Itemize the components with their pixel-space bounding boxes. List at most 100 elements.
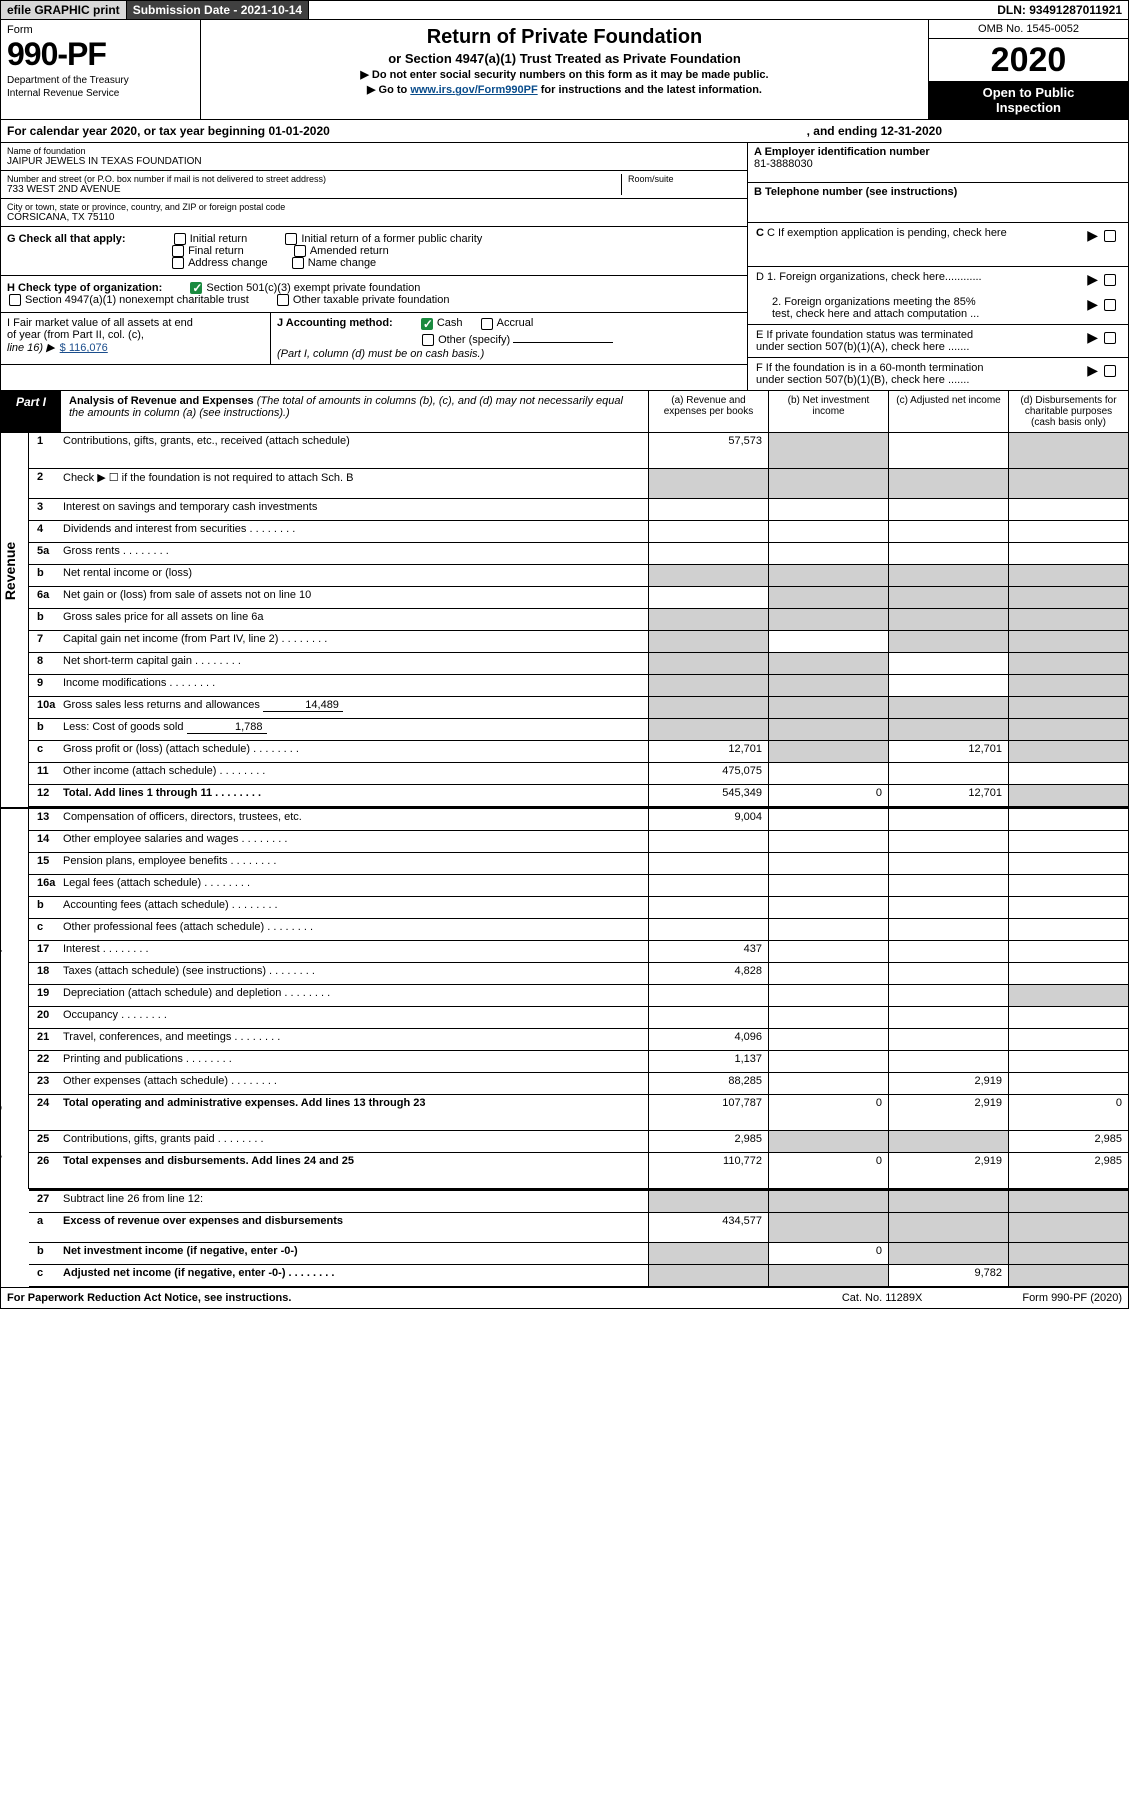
col-a-value: 107,787 [648,1095,768,1130]
col-d-value [1008,1243,1128,1264]
cash-checkbox[interactable] [421,318,433,330]
line-22: 22Printing and publications . . . . . . … [29,1051,1128,1073]
d2-text: 2. Foreign organizations meeting the 85%… [756,296,1087,320]
line-14: 14Other employee salaries and wages . . … [29,831,1128,853]
ein-label: A Employer identification number [754,146,1122,158]
col-b-value [768,1007,888,1028]
col-d-value [1008,587,1128,608]
other-specify-checkbox[interactable] [422,334,434,346]
col-a-value: 475,075 [648,763,768,784]
line-desc: Accounting fees (attach schedule) . . . … [59,897,648,918]
line-number: 13 [29,809,59,830]
col-a-value [648,697,768,718]
room-suite-label: Room/suite [628,174,741,184]
f-checkbox[interactable] [1104,365,1116,377]
col-b-value: 0 [768,1243,888,1264]
col-b-value [768,963,888,984]
col-b-value [768,543,888,564]
d2b: test, check here and attach computation … [772,308,1087,320]
col-d-value [1008,1029,1128,1050]
col-a-value [648,469,768,498]
col-d-value [1008,697,1128,718]
line-a: aExcess of revenue over expenses and dis… [29,1213,1128,1243]
line-desc: Net gain or (loss) from sale of assets n… [59,587,648,608]
col-b-value: 0 [768,1095,888,1130]
col-c-value [888,521,1008,542]
col-c-value: 2,919 [888,1095,1008,1130]
col-c-value [888,469,1008,498]
col-c-value: 2,919 [888,1073,1008,1094]
e-checkbox[interactable] [1104,332,1116,344]
col-c-value [888,897,1008,918]
dept-irs: Internal Revenue Service [7,88,194,99]
other-taxable-checkbox[interactable] [277,294,289,306]
c-exempt-checkbox[interactable] [1104,230,1116,242]
col-d-value [1008,1073,1128,1094]
arrow-icon: ▶ [1087,362,1098,379]
col-c-value [888,499,1008,520]
form990pf-link[interactable]: www.irs.gov/Form990PF [410,84,537,96]
line-3: 3Interest on savings and temporary cash … [29,499,1128,521]
amended-return-checkbox[interactable] [294,245,306,257]
line-26: 26Total expenses and disbursements. Add … [29,1153,1128,1189]
line-number: 23 [29,1073,59,1094]
initial-return-checkbox[interactable] [174,233,186,245]
col-a-value: 437 [648,941,768,962]
line-desc: Net rental income or (loss) [59,565,648,586]
col-d-value: 2,985 [1008,1131,1128,1152]
line-desc: Adjusted net income (if negative, enter … [59,1265,648,1286]
col-c-value: 2,919 [888,1153,1008,1188]
final-return-checkbox[interactable] [172,245,184,257]
line-desc: Less: Cost of goods sold 1,788 [59,719,648,740]
line-desc: Depreciation (attach schedule) and deple… [59,985,648,1006]
line-number: 10a [29,697,59,718]
d1-checkbox[interactable] [1104,274,1116,286]
i-label-3: line 16) ▶ $ 116,076 [7,341,264,354]
dept-treasury: Department of the Treasury [7,75,194,86]
efile-print[interactable]: efile GRAPHIC print [1,1,127,19]
col-c-value [888,985,1008,1006]
col-d-value [1008,675,1128,696]
col-b-value [768,1073,888,1094]
line-b: bNet investment income (if negative, ent… [29,1243,1128,1265]
line-number: b [29,897,59,918]
col-a-value [648,1243,768,1264]
line-8: 8Net short-term capital gain . . . . . .… [29,653,1128,675]
col-d-value [1008,499,1128,520]
d2a: 2. Foreign organizations meeting the 85% [772,296,1087,308]
expenses-vtext: Operating and Administrative Expenses [0,905,1,1170]
arrow-icon: ▶ [1087,227,1098,244]
4947a1-checkbox[interactable] [9,294,21,306]
col-c-value [888,1131,1008,1152]
line-7: 7Capital gain net income (from Part IV, … [29,631,1128,653]
col-c-value [888,609,1008,630]
address-change-checkbox[interactable] [172,257,184,269]
line-18: 18Taxes (attach schedule) (see instructi… [29,963,1128,985]
line-15: 15Pension plans, employee benefits . . .… [29,853,1128,875]
line-number: b [29,565,59,586]
open-public-2: Inspection [929,100,1128,115]
line-desc: Excess of revenue over expenses and disb… [59,1213,648,1242]
footer-cat: Cat. No. 11289X [842,1292,923,1304]
line-number: 15 [29,853,59,874]
col-a-value [648,521,768,542]
line-number: 9 [29,675,59,696]
col-d-value [1008,653,1128,674]
g-label: G Check all that apply: [7,233,126,245]
col-d-value [1008,985,1128,1006]
initial-return-former-checkbox[interactable] [285,233,297,245]
line-20: 20Occupancy . . . . . . . . [29,1007,1128,1029]
name-change-checkbox[interactable] [292,257,304,269]
col-c-value [888,697,1008,718]
line-number: 26 [29,1153,59,1188]
col-c-value [888,1213,1008,1242]
col-a-value: 4,096 [648,1029,768,1050]
accrual-checkbox[interactable] [481,318,493,330]
501c3-checkbox[interactable] [190,282,202,294]
initial-return-former-label: Initial return of a former public charit… [301,233,482,245]
col-c-value [888,1051,1008,1072]
d2-checkbox[interactable] [1104,299,1116,311]
city-value: CORSICANA, TX 75110 [7,212,741,223]
col-b-value [768,1051,888,1072]
initial-return-label: Initial return [190,233,247,245]
